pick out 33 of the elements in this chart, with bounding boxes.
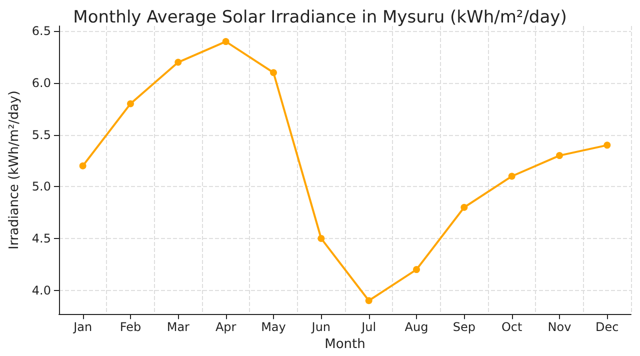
y-axis-title: Irradiance (kWh/m²/day) — [7, 90, 22, 250]
point — [318, 234, 325, 242]
point — [365, 297, 372, 304]
point — [222, 38, 230, 46]
x-tick-label: Jan — [72, 320, 92, 334]
point — [174, 58, 182, 66]
point — [126, 100, 134, 108]
x-tick-label: Oct — [501, 320, 522, 334]
x-tick-label: Feb — [120, 320, 142, 334]
x-axis-title: Month — [324, 337, 366, 352]
point — [79, 162, 86, 170]
x-tick-label: Jun — [310, 320, 331, 334]
point — [270, 69, 277, 76]
x-tick-label: Sep — [452, 320, 476, 334]
y-tick-label: 5.5 — [32, 128, 51, 142]
y-tick-label: 5.0 — [32, 180, 51, 194]
point — [413, 266, 420, 274]
chart-title: Monthly Average Solar Irradiance in Mysuru (kWh/m²/day) — [73, 8, 567, 28]
point — [556, 152, 563, 160]
point — [460, 204, 468, 211]
y-tick-label: 4.5 — [32, 231, 51, 246]
x-tick-label: Dec — [596, 320, 619, 334]
point — [508, 172, 516, 180]
x-tick-label: Apr — [215, 320, 236, 334]
point — [604, 142, 611, 149]
x-tick-label: Jul — [360, 320, 376, 334]
x-tick-label: Nov — [548, 320, 572, 334]
x-tick-label: May — [261, 320, 286, 334]
x-tick-label: Mar — [166, 320, 190, 334]
y-tick-label: 6.0 — [32, 76, 51, 90]
x-tick-label: Aug — [404, 320, 428, 334]
y-tick-label: 4.0 — [32, 283, 51, 298]
y-tick-label: 6.5 — [32, 24, 51, 38]
